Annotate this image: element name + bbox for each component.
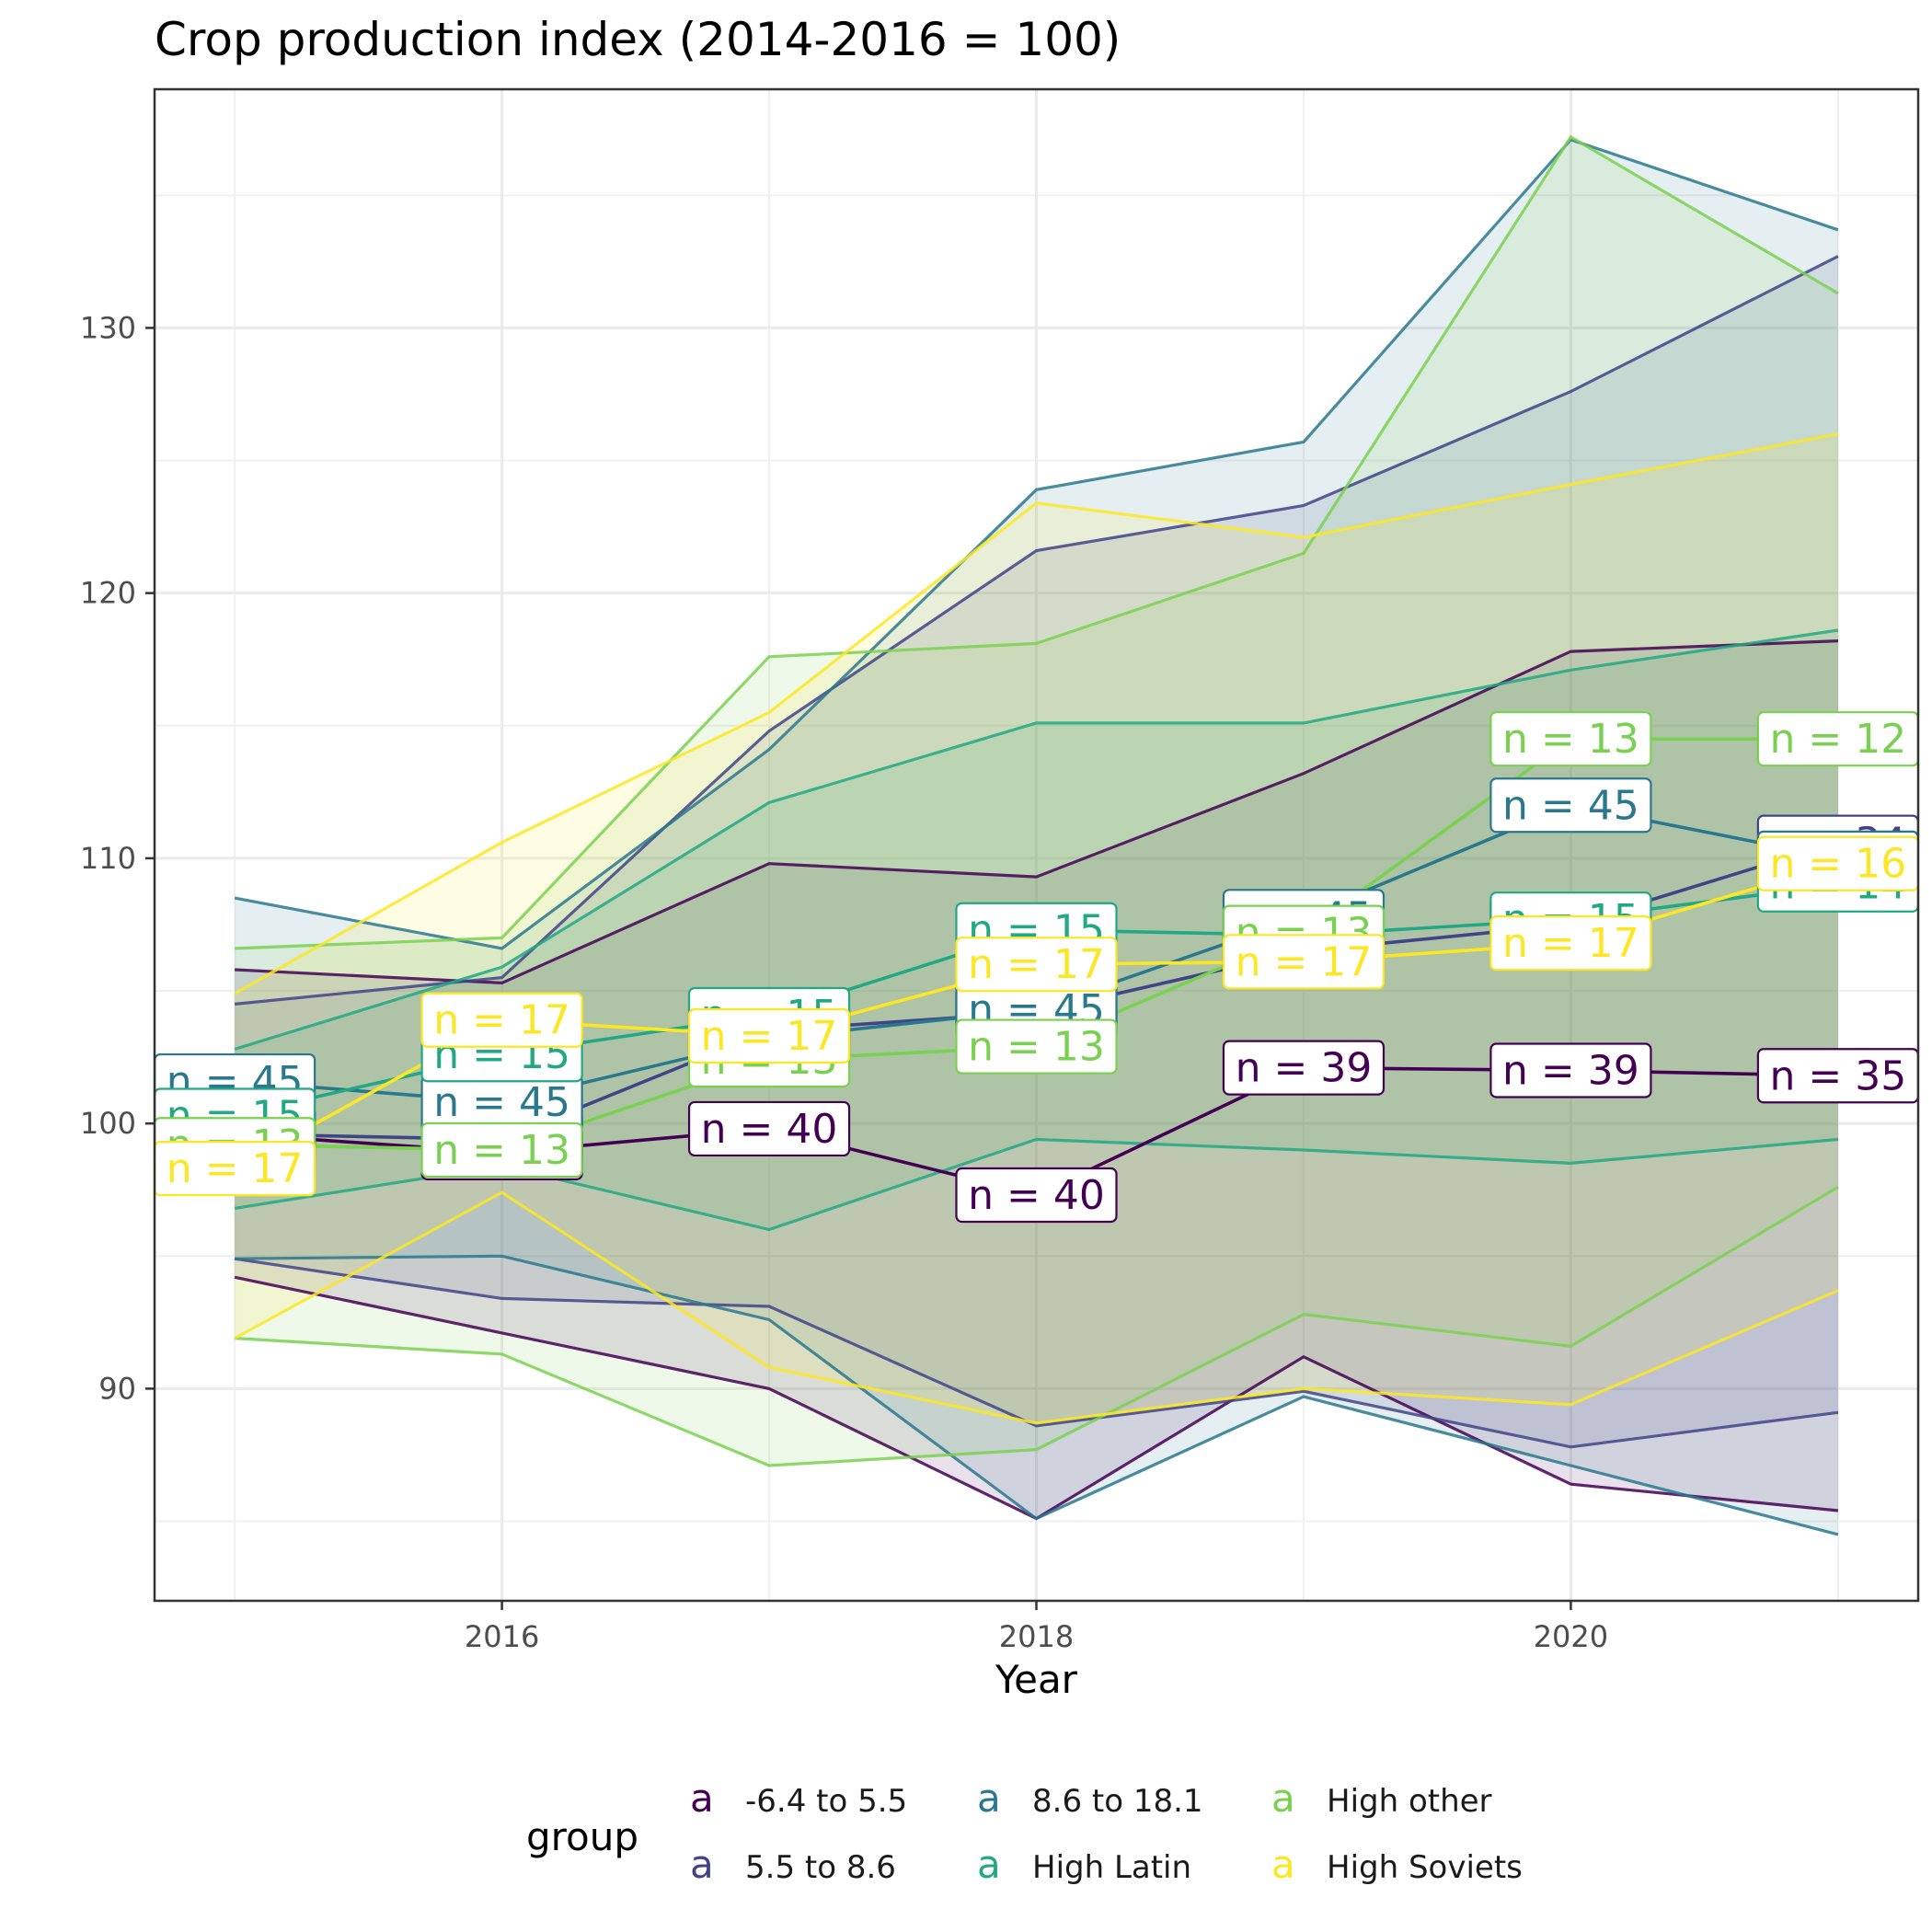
n-label-box	[420, 1121, 583, 1179]
ribbon-High other	[235, 136, 1838, 1466]
legend-key: a	[690, 1776, 714, 1821]
n-label-box	[1489, 1042, 1652, 1098]
legend-key: a	[977, 1842, 1001, 1887]
legend-label: High Latin	[1032, 1849, 1192, 1886]
n-label-box	[955, 937, 1118, 993]
n-label: n = 45	[1502, 782, 1639, 829]
x-tick-label: 2016	[465, 1619, 539, 1654]
upper-line-High Latin	[234, 628, 1839, 1051]
y-tick-label: 120	[80, 576, 136, 611]
lower-line-High Soviets	[234, 1190, 1839, 1425]
n-label: n = 35	[1770, 1052, 1907, 1099]
n-label-box	[687, 1100, 851, 1157]
upper-line-5.5 to 8.6	[234, 255, 1839, 1006]
x-axis-title: Year	[995, 1657, 1078, 1702]
y-tick-label: 110	[80, 841, 136, 876]
y-tick-label: 100	[80, 1106, 136, 1141]
legend-item: a 8.6 to 18.1	[977, 1776, 1203, 1821]
n-label: n = 40	[968, 1172, 1105, 1219]
legend-key: a	[1271, 1776, 1295, 1821]
legend-key: a	[690, 1842, 714, 1887]
n-label: n = 39	[1502, 1048, 1639, 1095]
legend-key: a	[977, 1776, 1001, 1821]
n-label-box	[1489, 777, 1652, 834]
n-label-box	[1489, 711, 1652, 767]
n-label-box	[1222, 1040, 1386, 1096]
legend-item: a High other	[1271, 1776, 1492, 1821]
n-label: n = 16	[1770, 841, 1907, 888]
upper-line-High other	[235, 134, 1839, 950]
n-label-box	[420, 992, 583, 1048]
x-tick-label: 2018	[999, 1619, 1074, 1654]
y-tick-label: 130	[80, 310, 136, 345]
n-label: n = 40	[701, 1106, 838, 1153]
lower-line-8.6 to 18.1	[235, 1254, 1839, 1536]
lower-line-5.5 to 8.6	[234, 1257, 1839, 1449]
n-label: n = 12	[1770, 716, 1907, 763]
legend-label: High other	[1327, 1783, 1492, 1820]
n-label: n = 17	[701, 1013, 838, 1060]
n-label-box	[1222, 934, 1386, 990]
n-label-box	[687, 1007, 851, 1064]
legend-label: -6.4 to 5.5	[745, 1783, 908, 1820]
legend-item: a 5.5 to 8.6	[690, 1842, 896, 1887]
n-label-box	[955, 1167, 1118, 1224]
legend-key: a	[1271, 1842, 1295, 1887]
ribbon-5.5 to 8.6	[235, 256, 1838, 1447]
n-label: n = 17	[968, 941, 1105, 988]
n-label: n = 13	[968, 1024, 1105, 1071]
n-label: n = 39	[1236, 1045, 1373, 1092]
x-tick-label: 2020	[1534, 1619, 1608, 1654]
legend-item: a High Soviets	[1271, 1842, 1523, 1887]
n-label: n = 45	[433, 1079, 570, 1126]
lower-line-High other	[235, 1185, 1839, 1467]
legend-item: a High Latin	[977, 1842, 1191, 1887]
n-label: n = 17	[433, 997, 570, 1044]
upper-line-High Soviets	[234, 432, 1839, 995]
n-label-box	[955, 1018, 1118, 1075]
n-label: n = 17	[1502, 920, 1639, 967]
n-label-box	[1489, 915, 1652, 972]
n-label: n = 17	[1236, 938, 1373, 985]
n-label: n = 17	[167, 1145, 304, 1192]
legend-label: 5.5 to 8.6	[745, 1849, 896, 1886]
legend-title: group	[526, 1814, 638, 1859]
ribbon-8.6 to 18.1	[235, 139, 1838, 1535]
upper-line--6.4 to 5.5	[235, 639, 1838, 985]
chart-title: Crop production index (2014-2016 = 100)	[155, 13, 1121, 66]
y-tick-label: 90	[98, 1371, 136, 1406]
legend-label: 8.6 to 18.1	[1032, 1783, 1203, 1820]
n-label: n = 13	[1502, 716, 1639, 763]
legend-label: High Soviets	[1327, 1849, 1523, 1886]
legend-item: a -6.4 to 5.5	[690, 1776, 907, 1821]
n-label: n = 13	[433, 1127, 570, 1174]
